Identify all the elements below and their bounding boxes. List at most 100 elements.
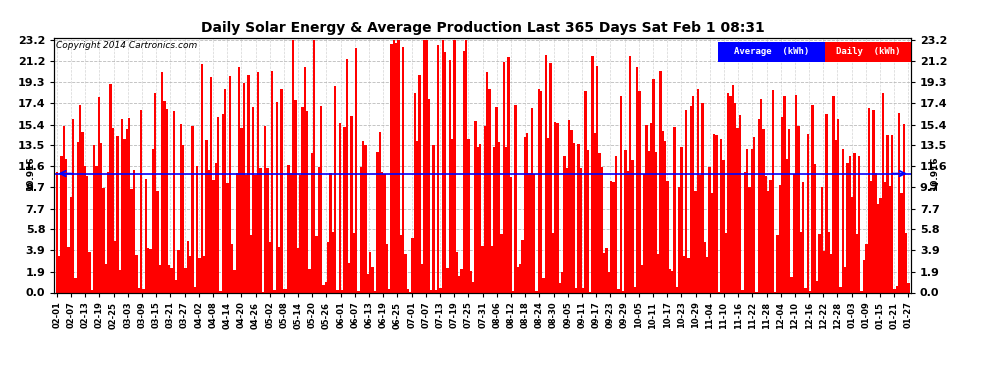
Bar xyxy=(706,258,709,292)
Bar xyxy=(280,88,282,292)
Bar xyxy=(208,170,210,292)
Bar xyxy=(575,288,577,292)
Bar xyxy=(126,129,128,292)
Bar xyxy=(416,141,419,292)
Bar xyxy=(339,123,342,292)
Bar xyxy=(414,93,416,292)
Bar xyxy=(60,156,62,292)
Bar xyxy=(844,267,846,292)
Bar xyxy=(582,288,584,292)
Bar xyxy=(460,269,462,292)
Bar xyxy=(287,165,290,292)
Bar xyxy=(748,187,750,292)
Bar xyxy=(217,117,220,292)
Bar xyxy=(884,182,886,292)
Bar xyxy=(364,145,367,292)
Bar xyxy=(316,236,318,292)
Bar xyxy=(110,84,112,292)
Bar xyxy=(809,291,812,292)
Bar xyxy=(248,75,249,292)
Bar xyxy=(893,289,896,292)
Bar xyxy=(694,192,697,292)
Bar xyxy=(577,144,580,292)
Bar xyxy=(649,123,652,292)
Bar xyxy=(596,66,598,292)
Bar xyxy=(411,238,414,292)
Bar xyxy=(486,72,488,292)
Bar xyxy=(252,107,254,292)
Bar xyxy=(907,284,910,292)
Bar xyxy=(458,276,460,292)
Bar xyxy=(851,197,853,292)
Bar xyxy=(802,182,804,292)
Bar xyxy=(835,140,838,292)
Bar xyxy=(306,111,308,292)
Bar xyxy=(474,121,477,292)
Bar xyxy=(172,111,175,292)
Bar xyxy=(407,289,409,292)
Bar xyxy=(826,114,828,292)
Bar xyxy=(95,166,98,292)
Bar xyxy=(713,134,716,292)
Bar xyxy=(737,128,739,292)
Bar xyxy=(524,138,526,292)
Bar xyxy=(512,291,514,292)
Bar xyxy=(709,167,711,292)
Bar xyxy=(448,60,451,292)
Bar xyxy=(889,186,891,292)
Bar xyxy=(381,172,383,292)
Bar xyxy=(236,173,239,292)
Bar xyxy=(769,180,771,292)
Bar xyxy=(711,194,713,292)
Bar xyxy=(428,99,430,292)
Bar xyxy=(572,143,575,292)
Bar xyxy=(79,105,81,292)
Bar xyxy=(678,187,680,292)
Bar xyxy=(107,172,110,292)
Bar xyxy=(488,89,491,292)
Bar xyxy=(437,45,440,292)
Bar xyxy=(76,142,79,292)
Bar xyxy=(833,96,835,292)
Bar xyxy=(477,147,479,292)
FancyBboxPatch shape xyxy=(718,42,826,62)
Bar xyxy=(374,291,376,292)
Bar xyxy=(117,135,119,292)
Bar xyxy=(119,270,121,292)
Bar xyxy=(433,145,435,292)
Bar xyxy=(227,183,229,292)
Bar xyxy=(224,88,227,292)
Bar xyxy=(767,190,769,292)
Bar xyxy=(891,135,893,292)
Bar xyxy=(668,269,671,292)
Bar xyxy=(481,246,484,292)
Bar xyxy=(320,106,323,292)
Bar xyxy=(519,264,521,292)
Bar xyxy=(268,242,271,292)
Bar xyxy=(273,290,275,292)
Bar xyxy=(568,120,570,292)
Bar xyxy=(325,282,327,292)
Bar xyxy=(231,244,234,292)
Bar xyxy=(271,71,273,292)
Bar xyxy=(606,248,608,292)
Bar xyxy=(165,109,168,292)
Bar xyxy=(797,126,800,292)
Bar xyxy=(503,62,505,292)
Bar xyxy=(254,175,256,292)
Bar xyxy=(622,291,624,292)
Bar xyxy=(362,141,364,292)
Bar xyxy=(643,174,645,292)
Title: Daily Solar Energy & Average Production Last 365 Days Sat Feb 1 08:31: Daily Solar Energy & Average Production … xyxy=(201,21,764,35)
Bar xyxy=(419,75,421,292)
Bar xyxy=(704,242,706,292)
Bar xyxy=(93,145,95,292)
Bar xyxy=(430,290,433,292)
Bar xyxy=(282,289,285,292)
Bar xyxy=(538,90,540,292)
Bar xyxy=(812,105,814,292)
Bar xyxy=(453,40,455,292)
Bar xyxy=(239,67,241,292)
FancyBboxPatch shape xyxy=(826,42,911,62)
Bar xyxy=(198,258,201,292)
